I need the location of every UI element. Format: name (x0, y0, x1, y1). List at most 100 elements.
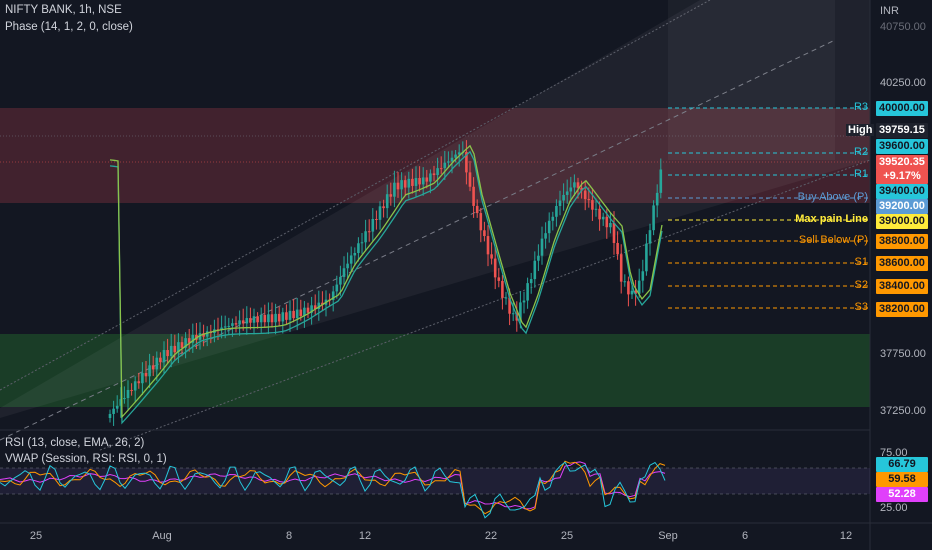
high-label: High (846, 124, 875, 136)
candle-body (623, 281, 627, 283)
candle-body (360, 242, 364, 244)
time-tick-12: 12 (358, 530, 372, 542)
candle-body (382, 206, 385, 209)
time-tick-12b: 12 (839, 530, 853, 542)
phase-legend[interactable]: Phase (14, 1, 2, 0, close) (5, 21, 133, 33)
candle-body (123, 398, 126, 400)
rsi-legend[interactable]: RSI (13, close, EMA, 26, 2) (5, 437, 145, 449)
time-tick-aug: Aug (152, 530, 172, 542)
candle-body (375, 218, 378, 220)
candle-body (421, 177, 425, 185)
candle-body (555, 205, 558, 217)
candle-body (598, 208, 601, 220)
candle-body (126, 389, 130, 399)
s3-label: S3 (854, 301, 868, 313)
currency-label: INR (880, 5, 899, 17)
candle-body (418, 178, 421, 185)
candle-body (439, 168, 443, 170)
s1-label: S1 (854, 256, 868, 268)
candle-body (191, 334, 195, 343)
candle-body (533, 260, 537, 280)
candle-body (393, 182, 396, 197)
channel-lower-line (99, 159, 871, 451)
candle-body (364, 231, 367, 243)
candle-body (115, 405, 119, 409)
max-pain-price-tag: 39000.00 (876, 214, 928, 229)
candle-body (522, 300, 526, 303)
candle-body (292, 310, 295, 319)
candle-body (637, 280, 641, 294)
candle-body (619, 254, 623, 282)
candle-body (108, 413, 112, 418)
candle-body (249, 318, 252, 323)
candle-body (425, 177, 429, 182)
candle-body (594, 208, 598, 210)
candle-body (349, 255, 353, 264)
candle-body (447, 161, 450, 163)
candle-body (540, 238, 544, 256)
s2-label: S2 (854, 279, 868, 291)
candle-body (529, 279, 533, 284)
rsi-ema-value-tag: 59.58 (876, 472, 928, 487)
candle-body (526, 283, 529, 301)
vwap-legend[interactable]: VWAP (Session, RSI: RSI, 0, 1) (5, 453, 167, 465)
candle-body (180, 342, 184, 348)
candle-body (187, 338, 191, 343)
projection-shade (668, 0, 835, 160)
r1-label: R1 (853, 168, 868, 180)
candle-body (414, 178, 418, 186)
candle-body (580, 187, 583, 191)
candle-body (371, 218, 375, 232)
candle-body (562, 194, 565, 201)
candle-body (256, 316, 259, 323)
candle-body (148, 365, 151, 377)
candle-body (241, 320, 245, 324)
candle-body (202, 333, 205, 337)
candle-body (400, 180, 403, 190)
candle-body (227, 325, 231, 327)
rsi-line (0, 461, 666, 519)
candle-body (281, 312, 285, 322)
r3-label: R3 (853, 101, 868, 113)
candle-body (378, 206, 382, 220)
candle-body (634, 290, 637, 294)
candle-body (310, 305, 313, 313)
candle-body (486, 236, 490, 255)
candle-body (245, 318, 249, 324)
candle-body (141, 373, 144, 384)
candle-body (475, 205, 479, 214)
candle-body (295, 309, 299, 319)
candle-body (396, 182, 400, 190)
candle-body (501, 280, 504, 298)
candle-body (385, 194, 389, 209)
candle-body (591, 200, 594, 210)
symbol-legend[interactable]: NIFTY BANK, 1h, NSE (5, 4, 122, 16)
resistance-zone (0, 108, 870, 203)
r2-label: R2 (853, 146, 868, 158)
r1-price-tag: 39400.00 (876, 184, 928, 199)
candle-body (166, 350, 169, 357)
sell-below-label: Sell Below (P) (798, 234, 868, 246)
pivot-level-lines (0, 107, 870, 309)
candle-body (605, 216, 609, 228)
s1-price-tag: 38600.00 (876, 256, 928, 271)
candle-body (231, 323, 234, 326)
candle-body (411, 178, 414, 186)
candle-body (252, 316, 256, 323)
candle-body (547, 220, 551, 234)
rsi-value-tag: 66.79 (876, 457, 928, 472)
candle-body (151, 365, 155, 370)
candle-body (259, 315, 263, 323)
change-percent-tag: +9.17% (876, 169, 928, 184)
price-tick-40750: 40750.00 (880, 21, 926, 33)
candle-body (573, 182, 576, 188)
r3-price-tag: 40000.00 (876, 101, 928, 116)
candle-body (630, 290, 634, 295)
candle-body (389, 194, 393, 197)
candle-body (652, 205, 655, 231)
candle-body (306, 307, 310, 313)
candle-body (565, 191, 569, 195)
phase-fast-line (109, 144, 663, 419)
s2-price-tag: 38400.00 (876, 279, 928, 294)
